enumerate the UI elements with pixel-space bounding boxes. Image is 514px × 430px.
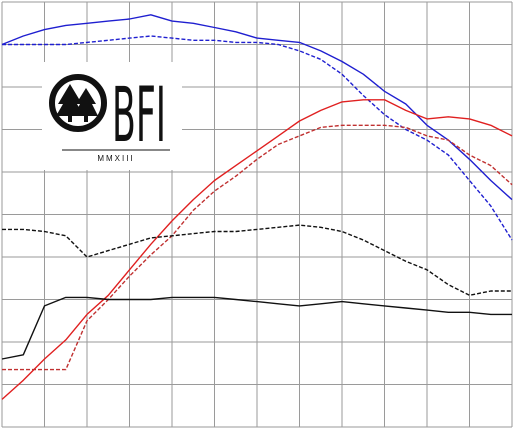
series-line (1, 14, 513, 201)
logo-trees (56, 84, 98, 116)
logo-trunk (68, 116, 72, 122)
logo: BFI MMXIII (42, 62, 182, 170)
series-line (1, 296, 512, 360)
logo-ring (49, 74, 107, 132)
logo-text: BFI (112, 70, 166, 159)
logo-subtitle: MMXIII (97, 154, 134, 163)
series-line (2, 124, 513, 371)
lines (1, 14, 513, 400)
series-line (2, 35, 513, 241)
series-line (1, 99, 513, 400)
series-line (2, 224, 512, 296)
logo-trunk (84, 116, 88, 122)
